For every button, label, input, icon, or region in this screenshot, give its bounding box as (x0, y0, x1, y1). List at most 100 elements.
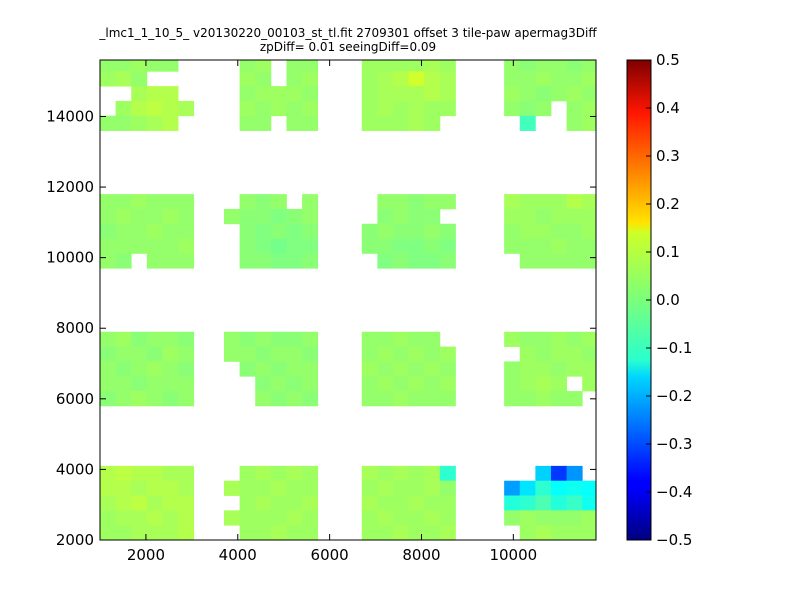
heatmap-cell (239, 115, 256, 131)
heatmap-cell (131, 346, 148, 362)
heatmap-cell (239, 361, 256, 377)
heatmap-cell (178, 510, 195, 526)
heatmap-cell (393, 331, 410, 347)
heatmap-cell (408, 495, 425, 511)
heatmap-cell (302, 115, 319, 131)
heatmap-cell (582, 346, 596, 362)
heatmap-cell (146, 480, 163, 496)
heatmap-cell (408, 331, 425, 347)
heatmap-cell (361, 510, 378, 526)
heatmap-cell (100, 331, 117, 347)
heatmap-cell (424, 238, 441, 254)
heatmap-cell (408, 86, 425, 102)
heatmap-cell (424, 100, 441, 117)
heatmap-cell (550, 510, 567, 526)
heatmap-cell (286, 510, 303, 526)
heatmap-cell (424, 480, 441, 496)
heatmap-cell (146, 208, 163, 225)
heatmap-cell (100, 223, 117, 239)
heatmap-cell (146, 238, 163, 254)
heatmap-cell (224, 510, 241, 526)
heatmap-cell (100, 208, 117, 225)
heatmap-cell (424, 361, 441, 377)
heatmap-cell (239, 510, 256, 526)
heatmap-cell (519, 495, 536, 511)
heatmap-cell (361, 71, 378, 87)
heatmap-cell (146, 346, 163, 362)
heatmap-cell (582, 525, 596, 540)
heatmap-cell (504, 510, 521, 526)
heatmap-cell (582, 331, 596, 347)
heatmap-cell (408, 100, 425, 117)
heatmap-cell (566, 115, 583, 131)
heatmap-cell (393, 391, 410, 407)
heatmap-cell (162, 100, 179, 117)
heatmap-cell (408, 346, 425, 362)
heatmap-cell (131, 331, 148, 347)
heatmap-cell (377, 86, 394, 102)
heatmap-cell (239, 480, 256, 496)
heatmap-cell (582, 480, 596, 496)
heatmap-cell (255, 465, 272, 482)
heatmap-cell (582, 223, 596, 239)
colorbar-tick-label: −0.4 (656, 483, 692, 501)
heatmap-cell (377, 361, 394, 377)
heatmap-cell (504, 376, 521, 392)
heatmap-cell (535, 346, 552, 362)
heatmap-cell (504, 86, 521, 102)
heatmap-cell (377, 510, 394, 526)
heatmap-cell (255, 495, 272, 511)
heatmap-cell (302, 510, 319, 526)
heatmap-cell (439, 86, 456, 102)
heatmap-cell (566, 60, 583, 72)
heatmap-cell (504, 238, 521, 254)
heatmap-cell (239, 495, 256, 511)
heatmap-cell (100, 115, 117, 131)
heatmap-cell (566, 194, 583, 210)
heatmap-cell (377, 253, 394, 269)
heatmap-cell (550, 465, 567, 482)
heatmap-cell (377, 495, 394, 511)
heatmap-cell (131, 60, 148, 72)
heatmap-cell (408, 194, 425, 210)
heatmap-cell (424, 376, 441, 392)
heatmap-cell (535, 495, 552, 511)
heatmap-cell (550, 346, 567, 362)
heatmap-cell (286, 480, 303, 496)
heatmap-cell (504, 208, 521, 225)
heatmap-cell (361, 238, 378, 254)
heatmap-cell (270, 510, 287, 526)
heatmap-cell (146, 253, 163, 269)
heatmap-cell (270, 376, 287, 392)
heatmap-cell (224, 331, 241, 347)
heatmap-cell (162, 391, 179, 407)
heatmap-cell (302, 223, 319, 239)
plot-frame (99, 59, 597, 541)
heatmap-cell (286, 115, 303, 131)
heatmap-cell (162, 331, 179, 347)
heatmap-cell (100, 391, 117, 407)
heatmap-cell (255, 525, 272, 540)
heatmap-cell (361, 465, 378, 482)
heatmap-cell (239, 208, 256, 225)
heatmap-cell (302, 208, 319, 225)
y-tick-label: 8000 (56, 319, 94, 337)
heatmap-cell (408, 115, 425, 131)
heatmap-cell (270, 391, 287, 407)
heatmap-cell (162, 376, 179, 392)
heatmap-cell (100, 60, 117, 72)
y-axis: 2000 4000 6000 8000 10000 12000 14000 (46, 107, 596, 549)
heatmap-cell (286, 495, 303, 511)
heatmap-cell (131, 223, 148, 239)
heatmap-cell (550, 208, 567, 225)
heatmap-cell (582, 115, 596, 131)
heatmap-cell (131, 495, 148, 511)
heatmap-cell (377, 71, 394, 87)
colorbar-tick-label: 0.2 (656, 195, 680, 213)
heatmap-cell (535, 238, 552, 254)
heatmap-cell (302, 238, 319, 254)
heatmap-cell (178, 346, 195, 362)
heatmap-cell (131, 510, 148, 526)
heatmap-cell (566, 253, 583, 269)
heatmap-cell (255, 60, 272, 72)
